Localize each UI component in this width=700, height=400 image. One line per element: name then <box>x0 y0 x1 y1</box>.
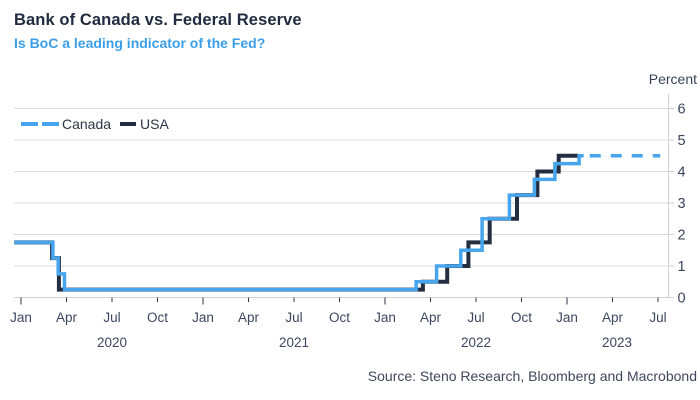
svg-text:Apr: Apr <box>602 310 624 325</box>
svg-text:Apr: Apr <box>238 310 260 325</box>
source-credit: Source: Steno Research, Bloomberg and Ma… <box>367 368 697 384</box>
series-usa-line <box>14 153 579 292</box>
svg-text:2: 2 <box>678 228 686 244</box>
svg-text:Apr: Apr <box>420 310 442 325</box>
svg-text:4: 4 <box>678 165 686 181</box>
page-subtitle: Is BoC a leading indicator of the Fed? <box>14 35 266 51</box>
svg-text:Jan: Jan <box>556 310 578 325</box>
svg-text:Jul: Jul <box>103 310 120 325</box>
usa-solid-line-swatch <box>120 122 137 126</box>
canada-dashed-line-swatch <box>21 122 59 126</box>
svg-text:Oct: Oct <box>329 310 350 325</box>
svg-text:1: 1 <box>678 259 686 275</box>
svg-text:3: 3 <box>678 196 686 212</box>
svg-text:2023: 2023 <box>602 335 632 350</box>
svg-text:Jul: Jul <box>649 310 666 325</box>
y-axis: 0 1 2 3 4 5 6 <box>668 102 686 307</box>
chart-legend: Canada USA <box>21 116 169 132</box>
svg-text:6: 6 <box>678 102 686 118</box>
svg-text:Jul: Jul <box>285 310 302 325</box>
svg-text:0: 0 <box>678 291 686 307</box>
svg-text:Jan: Jan <box>10 310 32 325</box>
svg-text:2020: 2020 <box>97 335 127 350</box>
svg-text:Jan: Jan <box>374 310 396 325</box>
page-title: Bank of Canada vs. Federal Reserve <box>14 11 302 29</box>
legend-label-canada: Canada <box>62 116 112 132</box>
svg-text:5: 5 <box>678 133 686 149</box>
svg-text:2022: 2022 <box>461 335 491 350</box>
svg-text:Jul: Jul <box>467 310 484 325</box>
legend-label-usa: USA <box>140 116 169 132</box>
svg-text:Apr: Apr <box>56 310 78 325</box>
x-axis: Jan Apr Jul Oct Jan Apr Jul Oct Jan Apr Jul Oct Jan A… <box>10 297 667 350</box>
svg-text:Jan: Jan <box>192 310 214 325</box>
svg-text:Oct: Oct <box>511 310 532 325</box>
y-axis-title: Percent <box>648 71 697 87</box>
series-canada-line <box>14 154 584 292</box>
svg-text:Oct: Oct <box>147 310 168 325</box>
svg-text:2021: 2021 <box>279 335 309 350</box>
